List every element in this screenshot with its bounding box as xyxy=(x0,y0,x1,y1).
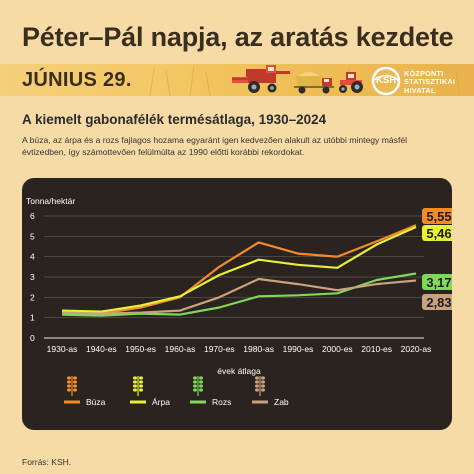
y-tick-label: 0 xyxy=(30,333,35,343)
series-line-búza xyxy=(61,224,417,315)
x-tick-label: 1950-es xyxy=(125,344,156,354)
y-tick-label: 6 xyxy=(30,211,35,221)
harvester-icon xyxy=(232,65,290,93)
value-badge-rozs xyxy=(422,274,452,290)
legend-label: Rozs xyxy=(212,397,231,407)
y-axis-title: Tonna/hektár xyxy=(26,196,75,206)
grain-icon xyxy=(67,376,77,396)
date-label: JÚNIUS 29. xyxy=(22,69,132,91)
value-badge-zab xyxy=(422,294,452,310)
x-tick-label: 1960-as xyxy=(165,344,196,354)
y-tick-label: 2 xyxy=(30,292,35,302)
x-tick-label: 2020-as xyxy=(401,344,432,354)
x-tick-label: 1940-es xyxy=(86,344,117,354)
org-name: KÖZPONTI STATISZTIKAI HIVATAL xyxy=(404,69,456,95)
x-tick-label: 2010-es xyxy=(361,344,392,354)
value-label-zab: 2,83 xyxy=(426,295,451,310)
y-tick-label: 3 xyxy=(30,272,35,282)
x-tick-label: 1930-as xyxy=(47,344,78,354)
x-tick-label: 1970-es xyxy=(204,344,235,354)
source-note: Forrás: KSH. xyxy=(22,457,72,467)
chart-panel: Tonna/hektár 0 1 2 3 4 5 6 1930-as 1940-es 1950-es… xyxy=(22,178,452,430)
y-tick-label: 5 xyxy=(30,231,35,241)
grain-icon xyxy=(255,376,265,396)
x-tick-label: 1980-as xyxy=(243,344,274,354)
org-logo-text: KSH xyxy=(376,75,397,86)
series-line-zab xyxy=(61,277,417,315)
chart-description: A búza, az árpa és a rozs fajlagos hozam… xyxy=(22,135,408,157)
value-badge-búza xyxy=(422,208,452,224)
x-axis-title: évek átlaga xyxy=(217,366,261,376)
org-name-line: STATISZTIKAI xyxy=(404,77,456,87)
value-badge-árpa xyxy=(422,225,452,241)
legend-label: Árpa xyxy=(152,397,170,407)
x-tick-label: 2000-es xyxy=(322,344,353,354)
value-label-búza: 5,55 xyxy=(426,209,451,224)
grain-icon xyxy=(193,376,203,396)
legend-label: Zab xyxy=(274,397,289,407)
date-banner: JÚNIUS 29. xyxy=(0,64,474,96)
page-title: Péter–Pál napja, az aratás kezdete xyxy=(22,22,454,52)
x-tick-label: 1990-es xyxy=(283,344,314,354)
truck-icon xyxy=(294,72,334,94)
ksh-logo-icon xyxy=(371,66,401,96)
org-name-line: HIVATAL xyxy=(404,85,436,95)
y-tick-label: 4 xyxy=(30,252,35,262)
org-name-line: KÖZPONTI xyxy=(404,69,444,78)
line-chart: Tonna/hektár 0 1 2 3 4 5 6 1930-as 1940-es 1950-es… xyxy=(26,196,452,407)
y-tick-label: 1 xyxy=(30,313,35,323)
series-line-árpa xyxy=(61,225,417,313)
value-label-árpa: 5,46 xyxy=(426,226,451,241)
tractor-icon xyxy=(339,72,363,93)
legend-label: Búza xyxy=(86,397,106,407)
grain-icon xyxy=(133,376,143,396)
value-label-rozs: 3,17 xyxy=(426,275,451,290)
chart-subtitle: A kiemelt gabonafélék termésátlaga, 1930… xyxy=(22,112,327,127)
